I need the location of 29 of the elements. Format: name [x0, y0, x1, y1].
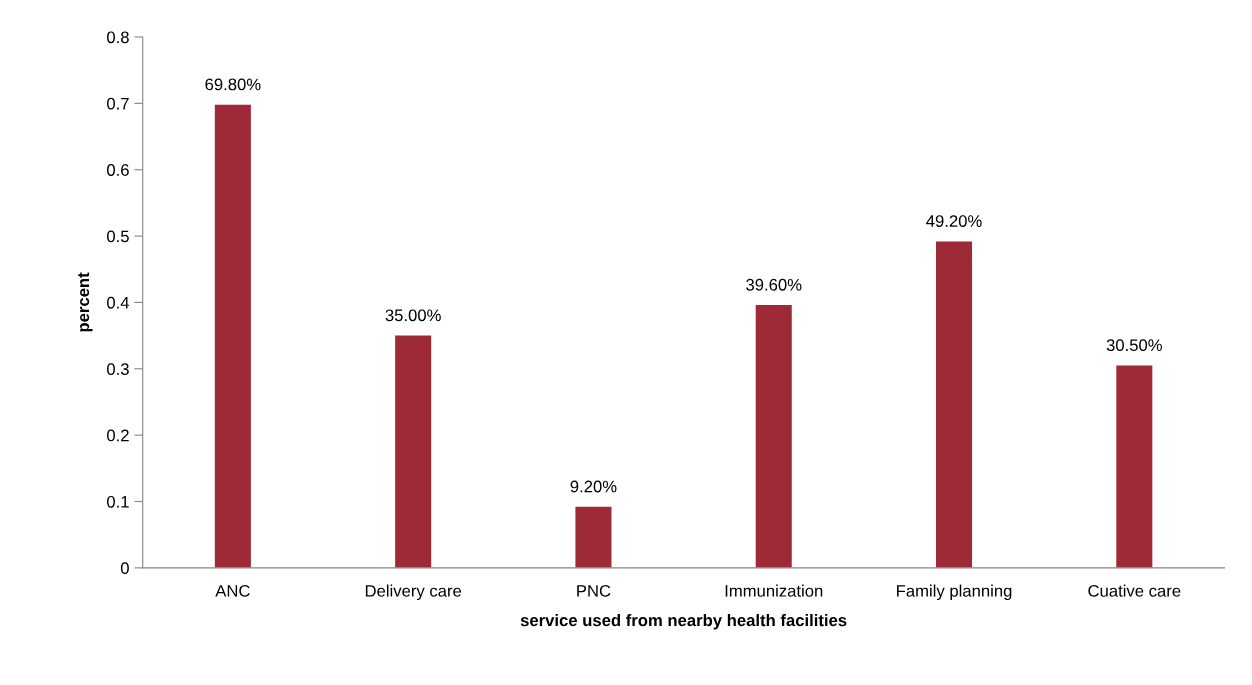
bar — [214, 104, 251, 568]
y-tick-label: 0.3 — [107, 363, 129, 375]
x-tick-label: Delivery care — [365, 584, 462, 601]
data-label: 35.00% — [385, 309, 441, 322]
x-tick-label: Family planning — [897, 584, 1012, 601]
bar — [1116, 365, 1153, 568]
bar — [575, 506, 612, 568]
y-tick-label: 0.7 — [107, 97, 129, 110]
data-label: 49.20% — [926, 215, 982, 227]
bar — [755, 305, 792, 568]
data-label: 39.60% — [746, 278, 802, 291]
y-tick-label: 0.8 — [107, 31, 129, 44]
y-tick-label: 0 — [120, 562, 129, 575]
x-axis-title: service used from nearby health facilities — [520, 613, 847, 630]
x-tick-label: Immunization — [725, 584, 823, 597]
data-label: 30.50% — [1106, 339, 1162, 352]
x-tick-label: PNC — [577, 584, 611, 597]
y-axis-title: percent — [78, 272, 93, 332]
x-tick-label: Cuative care — [1088, 584, 1181, 597]
data-label: 9.20% — [570, 480, 617, 493]
y-tick-label: 0.1 — [107, 495, 129, 508]
y-tick-label: 0.5 — [107, 230, 129, 243]
y-tick-label: 0.2 — [107, 429, 129, 442]
bar — [395, 335, 432, 568]
y-tick-label: 0.6 — [107, 164, 129, 176]
bar — [936, 241, 973, 568]
x-tick-label: ANC — [215, 584, 250, 597]
data-label: 69.80% — [205, 78, 261, 91]
y-tick-label: 0.4 — [107, 296, 130, 309]
